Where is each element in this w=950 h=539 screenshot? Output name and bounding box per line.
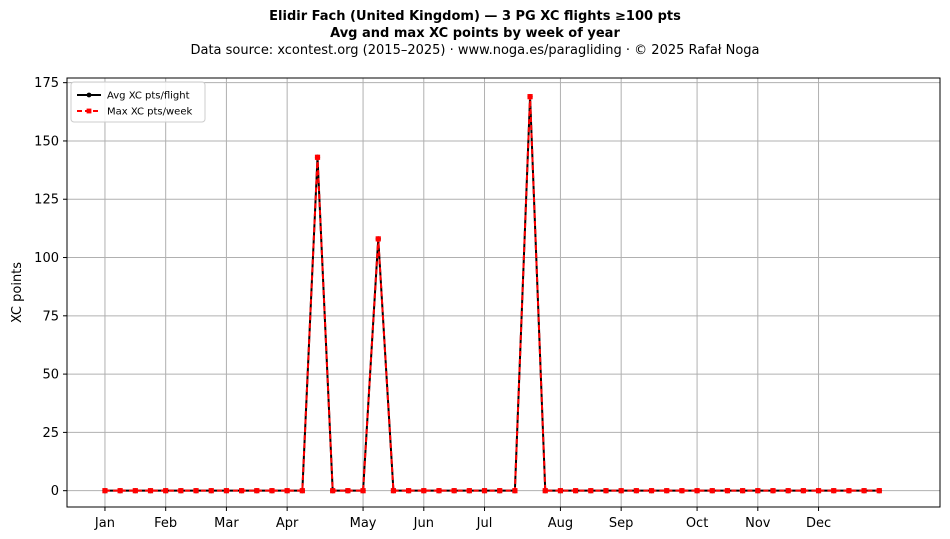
data-point-max [406,488,412,494]
data-point-max [861,488,867,494]
data-point-max [679,488,685,494]
data-point-max [755,488,761,494]
data-point-max [284,488,290,494]
data-point-max [299,488,305,494]
data-point-max [618,488,624,494]
data-point-max [664,488,670,494]
x-tick-label: Aug [548,516,573,531]
x-tick-label: Dec [806,516,831,531]
data-point-max [770,488,776,494]
data-point-max [147,488,154,494]
data-point-max [330,488,336,494]
legend-label: Max XC pts/week [107,107,192,118]
y-tick-label: 25 [42,426,59,441]
data-point-max [785,488,791,494]
data-point-max [254,488,260,494]
data-point-max [512,488,518,494]
data-point-max [193,488,199,494]
data-point-max [876,488,882,494]
y-tick-label: 150 [34,134,59,149]
data-point-max [451,488,457,494]
y-axis-label: XC points [10,262,25,323]
data-point-max [375,236,381,242]
data-point-max [436,488,442,494]
data-point-max [573,488,579,494]
data-point-max [846,488,852,494]
legend-label: Avg XC pts/flight [107,91,190,102]
x-tick-label: Apr [276,516,299,531]
y-tick-label: 100 [34,251,59,266]
data-point-max [542,488,548,494]
chart-subtitle: Avg and max XC points by week of year [330,26,620,41]
y-tick-label: 50 [42,368,59,383]
data-point-max [223,488,230,494]
data-point-max [239,488,245,494]
data-point-max [527,94,533,100]
grid [67,78,940,507]
y-tick-label: 0 [51,484,59,499]
data-point-max [390,488,397,494]
data-point-max [345,488,351,494]
data-point-max [497,488,503,494]
legend-marker [86,92,92,98]
axis-ticks: 0 25 50 75 100 125 150 175 Jan Feb Mar Apr May Jun Jul… [34,76,831,531]
x-tick-label: Oct [686,516,708,531]
data-point-max [269,488,275,494]
data-point-max [815,488,822,494]
data-point-max [588,488,594,494]
chart-source: Data source: xcontest.org (2015–2025) · … [190,43,760,58]
data-point-max [694,488,700,494]
data-point-max [117,488,123,494]
series-layer [102,94,882,494]
x-tick-label: May [350,516,377,531]
chart-title: Elidir Fach (United Kingdom) — 3 PG XC f… [269,9,681,24]
data-point-max [208,488,214,494]
data-point-max [102,488,108,494]
data-point-max [800,488,806,494]
data-point-max [648,488,655,494]
x-tick-label: Jan [94,516,115,531]
x-tick-label: Mar [214,516,239,531]
data-point-max [360,488,366,494]
y-tick-label: 75 [42,309,59,324]
y-tick-label: 125 [34,193,59,208]
data-point-max [724,488,731,494]
x-tick-label: Jul [476,516,493,531]
x-tick-label: Nov [745,516,771,531]
data-point-max [557,488,564,494]
x-tick-label: Sep [609,516,634,531]
data-point-max [178,488,184,494]
legend: Avg XC pts/flight Max XC pts/week [70,81,206,123]
series-line-max [104,95,880,492]
data-point-max [421,488,427,494]
x-tick-label: Feb [154,516,177,531]
data-point-max [709,488,715,494]
y-tick-label: 175 [34,76,59,91]
legend-marker [86,108,92,114]
data-point-max [831,488,837,494]
data-point-max [633,488,639,494]
legend-box [70,81,206,123]
x-tick-label: Jun [413,516,434,531]
data-point-max [740,488,746,494]
plot-frame [66,77,941,508]
series-line-avg [104,95,880,492]
data-point-max [163,488,169,494]
data-point-max [466,488,472,494]
data-point-max [314,154,321,160]
data-point-max [481,488,488,494]
data-point-max [132,488,138,494]
data-point-max [603,488,609,494]
